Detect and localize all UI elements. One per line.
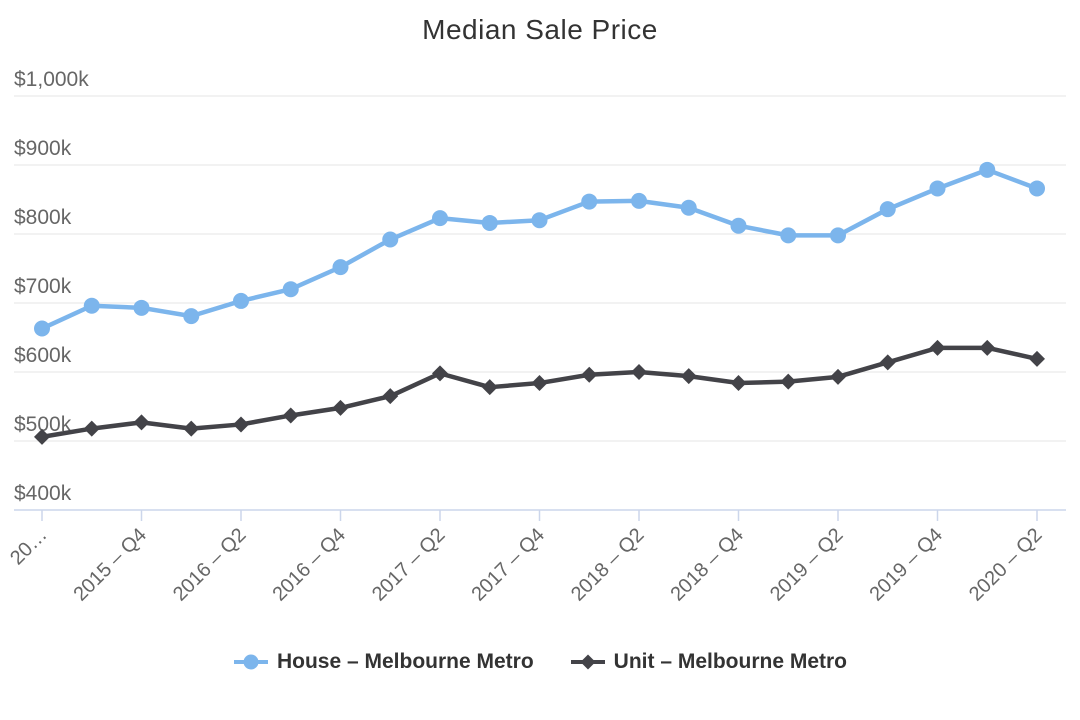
y-axis-label: $800k: [14, 206, 72, 229]
x-axis-label: 2016 – Q2: [169, 524, 251, 606]
legend-item-house[interactable]: House – Melbourne Metro: [233, 650, 534, 674]
data-point-marker[interactable]: [133, 299, 150, 316]
data-point-marker[interactable]: [1029, 350, 1045, 367]
data-point-marker[interactable]: [481, 214, 498, 231]
data-point-marker[interactable]: [879, 201, 896, 218]
legend: House – Melbourne Metro Unit – Melbourne…: [0, 650, 1080, 674]
data-point-marker[interactable]: [780, 227, 797, 244]
data-point-marker[interactable]: [233, 416, 249, 433]
legend-item-unit[interactable]: Unit – Melbourne Metro: [570, 650, 847, 674]
data-point-marker[interactable]: [581, 366, 598, 383]
y-axis-label: $700k: [14, 275, 72, 298]
house-series-marker-icon: [233, 654, 268, 670]
data-point-marker[interactable]: [581, 193, 598, 210]
data-point-marker[interactable]: [282, 281, 299, 298]
y-axis-label: $600k: [14, 344, 72, 367]
data-point-marker[interactable]: [780, 373, 797, 390]
data-point-marker[interactable]: [332, 399, 349, 416]
data-point-marker[interactable]: [531, 375, 548, 392]
data-point-marker[interactable]: [382, 388, 399, 405]
data-point-marker[interactable]: [531, 212, 548, 229]
data-point-marker[interactable]: [730, 217, 747, 234]
data-point-marker[interactable]: [830, 227, 846, 244]
series-line-0: [39, 167, 1040, 331]
data-point-marker[interactable]: [183, 420, 200, 437]
data-point-marker[interactable]: [332, 259, 349, 276]
x-axis-label: 2019 – Q4: [865, 524, 947, 606]
data-point-marker[interactable]: [1029, 180, 1045, 197]
data-point-marker[interactable]: [183, 308, 200, 325]
data-point-marker[interactable]: [133, 414, 150, 431]
data-point-marker[interactable]: [34, 428, 50, 445]
data-point-marker[interactable]: [979, 339, 996, 356]
y-axis-label: $400k: [14, 482, 72, 505]
data-point-marker[interactable]: [382, 231, 399, 248]
x-axis-label: 2015 – Q4: [69, 524, 151, 606]
y-axis-label: $500k: [14, 413, 72, 436]
chart-title: Median Sale Price: [422, 14, 658, 45]
data-point-marker[interactable]: [432, 365, 448, 382]
data-point-marker[interactable]: [730, 375, 747, 392]
data-point-marker[interactable]: [83, 297, 100, 314]
data-point-marker[interactable]: [432, 210, 448, 227]
data-point-marker[interactable]: [830, 368, 846, 385]
data-point-marker[interactable]: [631, 192, 647, 209]
data-point-marker[interactable]: [83, 420, 100, 437]
data-point-marker[interactable]: [680, 199, 697, 216]
data-point-marker[interactable]: [481, 379, 498, 396]
x-axis-label: 2019 – Q2: [766, 524, 848, 606]
data-point-marker[interactable]: [680, 368, 697, 385]
data-point-marker[interactable]: [879, 354, 896, 371]
x-axis-label: 2018 – Q4: [666, 524, 748, 606]
data-point-marker[interactable]: [34, 320, 50, 337]
y-axis-label: $1,000k: [14, 68, 89, 91]
legend-label-unit: Unit – Melbourne Metro: [613, 650, 848, 673]
x-axis-label: 2016 – Q4: [268, 524, 350, 606]
x-axis-label: 2018 – Q2: [567, 524, 649, 606]
x-axis-label: 20…: [6, 524, 51, 569]
x-axis-label: 2017 – Q2: [368, 524, 450, 606]
x-axis-label: 2020 – Q2: [965, 524, 1047, 606]
data-point-marker[interactable]: [929, 180, 946, 197]
unit-series-marker-icon: [570, 654, 605, 670]
legend-label-house: House – Melbourne Metro: [276, 650, 534, 673]
data-point-marker[interactable]: [929, 339, 946, 356]
plot-area: $1,000k $900k $800k $700k $600k $500k $400k 20……: [6, 68, 1066, 606]
x-axis-label: 2017 – Q4: [467, 524, 549, 606]
data-point-marker[interactable]: [233, 292, 249, 309]
data-point-marker[interactable]: [282, 407, 299, 424]
data-point-marker[interactable]: [979, 161, 996, 178]
y-axis-label: $900k: [14, 137, 72, 160]
data-point-marker[interactable]: [631, 364, 647, 380]
